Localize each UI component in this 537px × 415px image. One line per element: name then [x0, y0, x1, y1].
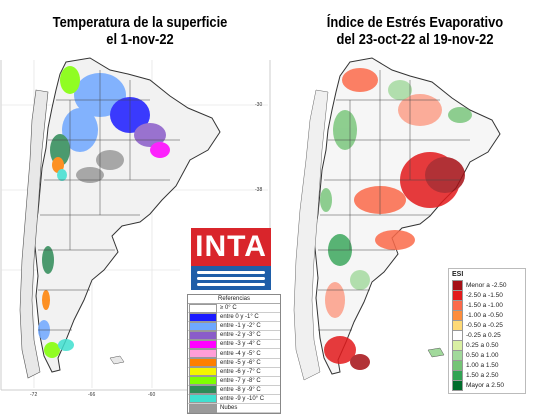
- temperature-legend-swatch: [189, 403, 217, 413]
- temperature-legend-label: entre -4 y -5° C: [220, 350, 261, 357]
- esi-legend-label: 1.00 a 1.50: [466, 361, 499, 369]
- temperature-legend-item: entre -1 y -2° C: [188, 321, 280, 332]
- temperature-legend-item: entre -6 y -7° C: [188, 367, 280, 377]
- esi-legend-item: Mayor a 2.50: [452, 379, 522, 391]
- esi-legend-label: -0.50 a -0.25: [466, 321, 503, 329]
- temperature-legend-swatch: [189, 303, 217, 313]
- esi-title-line2: del 23-oct-22 al 19-nov-22: [336, 31, 494, 48]
- temperature-legend-item: entre -9 y -10° C: [188, 394, 280, 405]
- esi-legend-label: -1.50 a -1.00: [466, 301, 503, 309]
- temperature-legend-swatch: [189, 376, 217, 386]
- esi-legend: ESI Menor a -2.50 -2.50 a -1.50 -1.50 a -1…: [448, 268, 526, 394]
- temperature-legend-swatch: [189, 385, 217, 395]
- temperature-title-line2: el 1-nov-22: [106, 31, 174, 48]
- esi-title-line1: Índice de Estrés Evaporativo: [326, 14, 504, 31]
- temperature-legend-label: entre -5 y -6° C: [220, 359, 261, 366]
- esi-legend-label: -1.00 a -0.50: [466, 311, 503, 319]
- esi-legend-item: -2.50 a -1.50: [452, 289, 522, 301]
- temperature-legend-label: entre -7 y -8° C: [220, 377, 261, 384]
- temperature-legend-label: entre -6 y -7° C: [220, 368, 261, 375]
- temperature-title-line1: Temperatura de la superficie: [52, 14, 228, 31]
- esi-legend-item: 1.50 a 2.50: [452, 369, 522, 381]
- temperature-legend-label: entre -1 y -2° C: [220, 323, 261, 330]
- temperature-legend-item: ≥ 0° C: [188, 303, 280, 314]
- esi-legend-item: -1.50 a -1.00: [452, 299, 522, 311]
- esi-legend-label: -0.25 a 0.25: [466, 331, 501, 339]
- temperature-legend-swatch: [189, 339, 217, 349]
- temperature-legend-item: entre 0 y -1° C: [188, 312, 280, 323]
- esi-legend-label: -2.50 a -1.50: [466, 291, 503, 299]
- temperature-legend-swatch: [189, 330, 217, 340]
- temperature-legend-item: entre -4 y -5° C: [188, 349, 280, 359]
- inta-logo: INTA: [191, 228, 271, 290]
- esi-legend-label: Menor a -2.50: [466, 281, 507, 289]
- esi-legend-swatch: [452, 379, 463, 391]
- esi-legend-item: -0.25 a 0.25: [452, 329, 522, 341]
- temperature-map-title: Temperatura de la superficie el 1-nov-22: [45, 14, 234, 48]
- esi-legend-item: 0.25 a 0.50: [452, 339, 522, 351]
- temperature-legend-item: entre -5 y -6° C: [188, 358, 280, 368]
- temperature-legend-swatch: [189, 367, 217, 377]
- temperature-legend-item: Nubes: [188, 403, 280, 414]
- esi-legend-label: 0.25 a 0.50: [466, 341, 499, 349]
- temperature-legend: Referencias ≥ 0° C entre 0 y -1° C entre -…: [187, 294, 281, 415]
- esi-legend-heading: ESI: [452, 271, 464, 278]
- lon-tick-label: -60: [148, 392, 156, 398]
- temperature-legend-item: entre -8 y -9° C: [188, 385, 280, 395]
- esi-legend-label: Mayor a 2.50: [466, 381, 504, 389]
- lat-tick-label: -30: [255, 102, 263, 108]
- inta-logo-text: INTA: [195, 230, 267, 263]
- esi-legend-label: 1.50 a 2.50: [466, 371, 499, 379]
- temperature-legend-label: entre -9 y -10° C: [220, 395, 265, 402]
- temperature-legend-label: entre -8 y -9° C: [220, 386, 261, 393]
- esi-legend-item: -1.00 a -0.50: [452, 309, 522, 321]
- temperature-legend-label: ≥ 0° C: [220, 305, 237, 312]
- esi-legend-item: -0.50 a -0.25: [452, 319, 522, 331]
- esi-legend-label: 0.50 a 1.00: [466, 351, 499, 359]
- temperature-legend-label: entre -3 y -4° C: [220, 341, 261, 348]
- esi-map-title: Índice de Estrés Evaporativo del 23-oct-…: [316, 14, 514, 48]
- lon-tick-label: -66: [88, 392, 96, 398]
- temperature-legend-label: Nubes: [220, 405, 238, 412]
- temperature-legend-heading: Referencias: [188, 295, 280, 304]
- temperature-legend-swatch: [189, 321, 217, 331]
- lon-tick-label: -72: [30, 392, 38, 398]
- temperature-legend-swatch: [189, 349, 217, 359]
- esi-legend-item: 1.00 a 1.50: [452, 359, 522, 371]
- chile-strip: [19, 89, 49, 379]
- temperature-legend-swatch: [189, 358, 217, 368]
- temperature-legend-swatch: [189, 312, 217, 322]
- temperature-legend-label: entre 0 y -1° C: [220, 314, 259, 321]
- temperature-legend-item: entre -3 y -4° C: [188, 339, 280, 350]
- esi-legend-item: Menor a -2.50: [452, 279, 522, 291]
- temperature-legend-item: entre -7 y -8° C: [188, 376, 280, 386]
- temperature-legend-label: entre -2 y -3° C: [220, 332, 261, 339]
- lat-tick-label: -38: [255, 187, 263, 193]
- esi-legend-item: 0.50 a 1.00: [452, 349, 522, 361]
- temperature-legend-item: entre -2 y -3° C: [188, 330, 280, 341]
- temperature-legend-swatch: [189, 394, 217, 404]
